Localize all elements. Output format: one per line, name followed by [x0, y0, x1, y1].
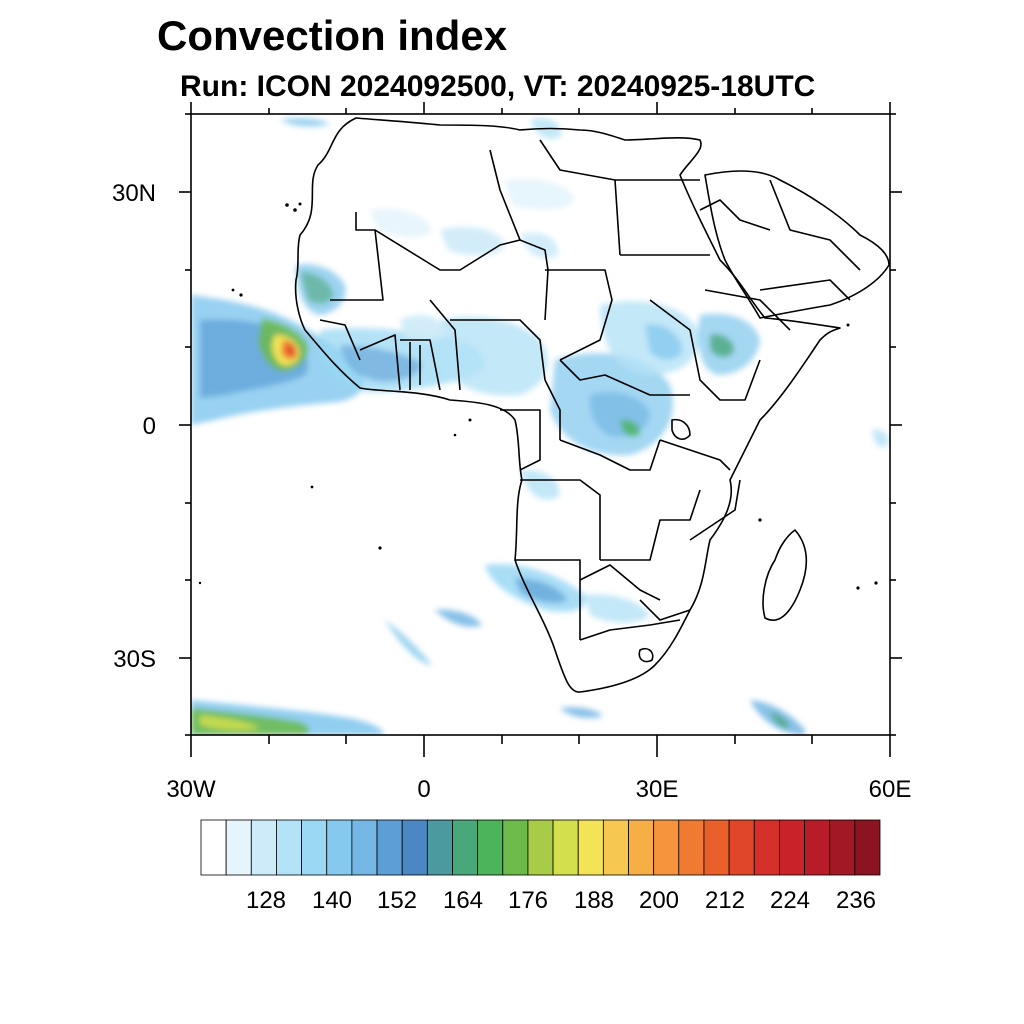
colorbar-box [351, 819, 378, 876]
colorbar-label: 140 [311, 887, 353, 914]
colorbar-box [653, 819, 680, 876]
colorbar-label: 152 [376, 887, 418, 914]
colorbar-box [401, 819, 428, 876]
colorbar-box [326, 819, 353, 876]
colorbar-box [477, 819, 504, 876]
colorbar-box [426, 819, 453, 876]
colorbar-label: 224 [769, 887, 811, 914]
lat-label-30n: 30N [111, 180, 156, 207]
colorbar-box [854, 819, 881, 876]
colorbar-label: 164 [442, 887, 484, 914]
lon-label-30w: 30W [166, 776, 216, 803]
colorbar-box [829, 819, 856, 876]
colorbar [200, 819, 881, 876]
convection-shading [191, 117, 889, 735]
map-title: Convection index [157, 12, 508, 59]
colorbar-label: 128 [245, 887, 287, 914]
colorbar-box [577, 819, 604, 876]
colorbar-label: 212 [704, 887, 746, 914]
colorbar-box [301, 819, 328, 876]
lon-label-0: 0 [417, 776, 431, 803]
colorbar-box [728, 819, 755, 876]
lon-label-30e: 30E [635, 776, 679, 803]
colorbar-box [527, 819, 554, 876]
colorbar-box [753, 819, 780, 876]
colorbar-box [602, 819, 629, 876]
colorbar-box [225, 819, 252, 876]
colorbar-box [276, 819, 302, 876]
colorbar-label: 176 [507, 887, 549, 914]
colorbar-box [779, 819, 805, 876]
colorbar-box [452, 819, 479, 876]
colorbar-box [502, 819, 529, 876]
colorbar-box [552, 819, 579, 876]
map-subtitle: Run: ICON 2024092500, VT: 20240925-18UTC [180, 70, 816, 103]
colorbar-box [804, 819, 831, 876]
colorbar-label: 200 [638, 887, 680, 914]
axis-ticks [179, 102, 902, 757]
lon-label-60e: 60E [868, 776, 912, 803]
colorbar-box [703, 819, 730, 876]
islands [198, 202, 878, 590]
colorbar-box [250, 819, 277, 876]
colorbar-box [628, 819, 655, 876]
lat-label-30s: 30S [113, 646, 156, 673]
colorbar-label: 188 [573, 887, 615, 914]
colorbar-box [200, 819, 227, 876]
lat-label-equator: 0 [142, 413, 156, 440]
country-borders [294, 117, 890, 693]
colorbar-label: 236 [835, 887, 877, 914]
colorbar-box [678, 819, 705, 876]
colorbar-box [376, 819, 403, 876]
